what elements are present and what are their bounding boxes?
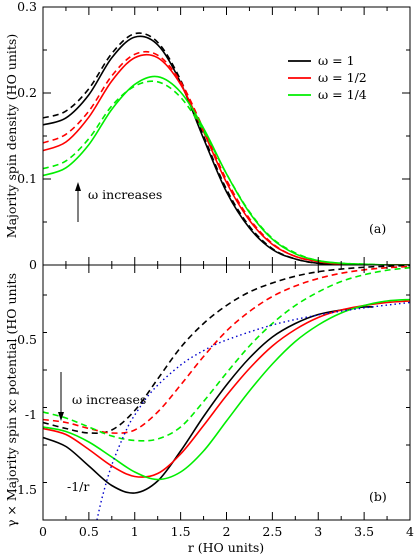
- x-tick-label: 1: [131, 524, 139, 539]
- legend-label-omega-half: ω = 1/2: [318, 70, 367, 85]
- series-line-panel1-6: [43, 80, 410, 265]
- y-tick-label: 0.3: [17, 0, 37, 14]
- y-tick-label: 0.2: [17, 85, 37, 100]
- series-line-panel1-5: [43, 75, 410, 265]
- panel-a-frame: [42, 6, 411, 266]
- x-tick-label: 0: [39, 524, 47, 539]
- x-tick-label: 4: [406, 524, 414, 539]
- panel-b-label: (b): [369, 489, 387, 504]
- series-line-panel2-4: [43, 265, 410, 434]
- x-tick-label: 3.5: [354, 524, 374, 539]
- x-tick-label: 1.5: [171, 524, 191, 539]
- panel-a: 0 0.1 0.2 0.3 ω = 1 ω = 1/2 ω = 1/4 ω incre…: [4, 0, 411, 272]
- x-axis-label: r (HO units): [188, 540, 264, 555]
- y-tick-label: 0.1: [17, 171, 37, 186]
- series-line-panel2-1: [43, 305, 374, 494]
- series-line-panel2-3: [43, 300, 410, 478]
- series-line-panel2-2: [43, 265, 410, 434]
- series-line-panel1-2: [43, 32, 410, 265]
- x-tick-label: 0.5: [79, 524, 99, 539]
- x-tick-label: 3: [314, 524, 322, 539]
- y-tick-label: 0: [29, 257, 37, 272]
- panel-b-annotation: ω increases: [72, 392, 146, 407]
- series-line-panel2-7: [96, 301, 410, 520]
- panel-b-curves: [43, 265, 410, 520]
- panel-a-curves: [43, 32, 410, 265]
- x-tick-label: 2: [223, 524, 231, 539]
- panel-a-annotation: ω increases: [88, 187, 162, 202]
- y-tick-label: -1: [25, 407, 37, 422]
- panel-b-y-axis: -1.5 -1 -0.5: [13, 294, 410, 521]
- panel-a-x-ticks: [42, 7, 411, 265]
- panel-b: -1.5 -1 -0.5 0 0.5 1 1.5 2 2.5 3 3.5 4 ω increases…: [4, 264, 414, 555]
- legend-label-omega-1: ω = 1: [318, 53, 355, 68]
- inverse-r-label: -1/r: [67, 479, 89, 494]
- panel-a-y-label: Majority spin density (HO units): [4, 34, 19, 238]
- panel-a-omega-arrow: [75, 182, 81, 222]
- series-line-panel2-6: [43, 266, 410, 442]
- panel-b-omega-arrow: [58, 372, 64, 421]
- y-tick-label: -0.5: [13, 332, 37, 347]
- legend-label-omega-quarter: ω = 1/4: [318, 87, 367, 102]
- panel-b-y-label: γ × Majority spin xc potential (HO units: [4, 273, 19, 527]
- panel-b-x-axis: 0 0.5 1 1.5 2 2.5 3 3.5 4: [39, 265, 414, 539]
- series-line-panel2-5: [43, 298, 410, 481]
- panel-a-y-axis: 0 0.1 0.2 0.3: [17, 0, 410, 272]
- panel-a-label: (a): [369, 221, 386, 236]
- x-tick-label: 2.5: [262, 524, 282, 539]
- legend: ω = 1 ω = 1/2 ω = 1/4: [288, 53, 367, 102]
- y-tick-label: -1.5: [13, 482, 37, 497]
